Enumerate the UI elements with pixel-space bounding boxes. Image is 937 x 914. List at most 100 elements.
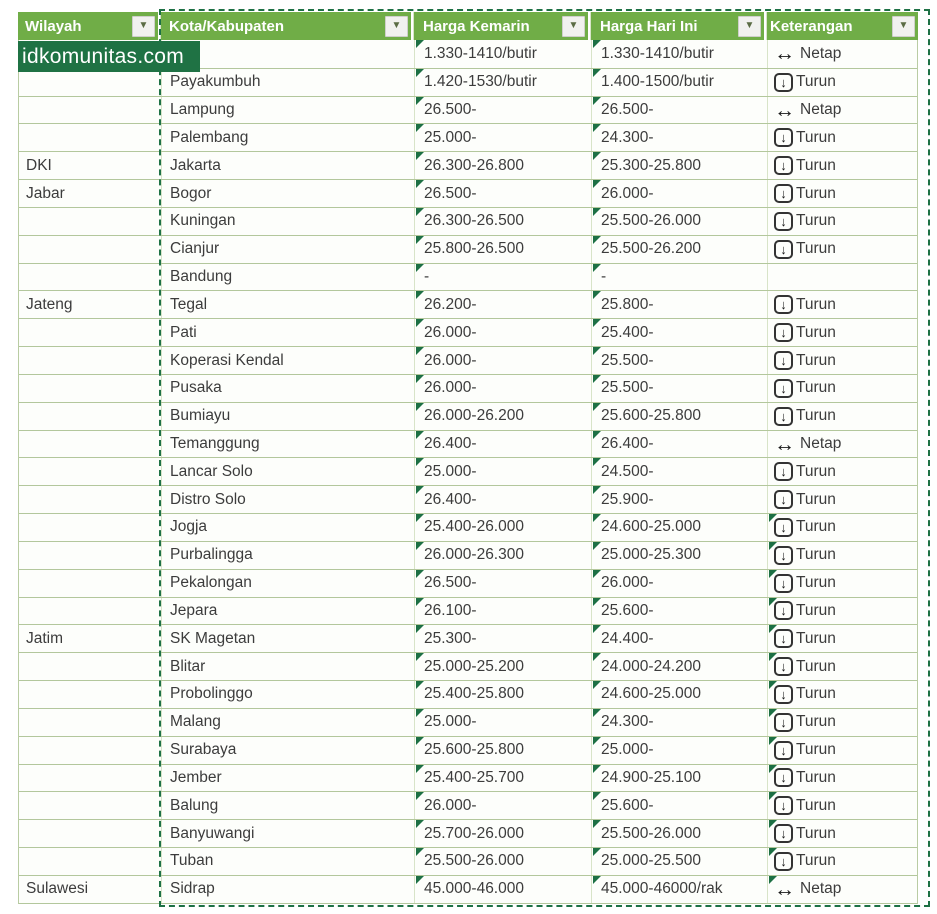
- cell-harga-kemarin[interactable]: 26.500-: [414, 96, 591, 124]
- cell-wilayah[interactable]: [19, 319, 161, 346]
- cell-harga-hari-ini[interactable]: 25.000-25.300: [591, 541, 767, 569]
- cell-harga-kemarin[interactable]: 25.400-26.000: [414, 514, 591, 541]
- cell-harga-hari-ini[interactable]: 25.500-26.200: [591, 235, 767, 263]
- cell-kota[interactable]: Payakumbuh: [161, 68, 414, 96]
- cell-kota[interactable]: Bogor: [161, 180, 414, 207]
- cell-wilayah[interactable]: [19, 653, 161, 680]
- cell-wilayah[interactable]: [19, 792, 161, 819]
- filter-dropdown-icon[interactable]: ▼: [562, 15, 585, 37]
- cell-harga-kemarin[interactable]: 25.700-26.000: [414, 820, 591, 848]
- cell-wilayah[interactable]: Sulawesi: [19, 876, 161, 903]
- cell-keterangan[interactable]: ↓ Turun: [767, 708, 917, 736]
- cell-harga-hari-ini[interactable]: 24.900-25.100: [591, 764, 767, 792]
- cell-kota[interactable]: Cianjur: [161, 235, 414, 263]
- cell-wilayah[interactable]: [19, 570, 161, 597]
- cell-wilayah[interactable]: Jatim: [19, 625, 161, 652]
- filter-dropdown-icon[interactable]: ▼: [132, 15, 155, 37]
- cell-kota[interactable]: Bumiayu: [161, 402, 414, 430]
- cell-kota[interactable]: Sidrap: [161, 875, 414, 903]
- cell-wilayah[interactable]: [19, 431, 161, 458]
- cell-keterangan[interactable]: ↓ Turun: [767, 541, 917, 569]
- cell-harga-hari-ini[interactable]: 25.600-25.800: [591, 402, 767, 430]
- cell-harga-hari-ini[interactable]: 25.800-: [591, 291, 767, 319]
- cell-keterangan[interactable]: ↓ Turun: [767, 569, 917, 597]
- cell-harga-hari-ini[interactable]: 25.300-25.800: [591, 152, 767, 180]
- cell-wilayah[interactable]: [19, 681, 161, 708]
- cell-kota[interactable]: Distro Solo: [161, 486, 414, 514]
- cell-keterangan[interactable]: ↓ Turun: [767, 653, 917, 681]
- cell-harga-kemarin[interactable]: 26.300-26.500: [414, 207, 591, 235]
- cell-harga-kemarin[interactable]: 25.500-26.000: [414, 848, 591, 875]
- cell-harga-hari-ini[interactable]: 1.400-1500/butir: [591, 68, 767, 96]
- cell-harga-kemarin[interactable]: 26.500-: [414, 569, 591, 597]
- cell-harga-kemarin[interactable]: 25.300-: [414, 625, 591, 653]
- cell-kota[interactable]: Surabaya: [161, 736, 414, 764]
- cell-keterangan[interactable]: ↔ Netap: [767, 96, 917, 124]
- cell-keterangan[interactable]: ↓ Turun: [767, 180, 917, 207]
- cell-keterangan[interactable]: ↓ Turun: [767, 792, 917, 820]
- cell-wilayah[interactable]: [19, 514, 161, 541]
- cell-harga-hari-ini[interactable]: 24.600-25.000: [591, 681, 767, 708]
- cell-kota[interactable]: Kuningan: [161, 207, 414, 235]
- cell-harga-kemarin[interactable]: 26.200-: [414, 291, 591, 319]
- cell-harga-hari-ini[interactable]: 25.000-: [591, 736, 767, 764]
- cell-wilayah[interactable]: DKI: [19, 152, 161, 179]
- cell-keterangan[interactable]: ↓ Turun: [767, 820, 917, 848]
- cell-harga-kemarin[interactable]: 26.000-26.300: [414, 541, 591, 569]
- cell-wilayah[interactable]: [19, 820, 161, 847]
- cell-kota[interactable]: Purbalingga: [161, 541, 414, 569]
- cell-harga-kemarin[interactable]: 1.330-1410/butir: [414, 40, 591, 68]
- cell-keterangan[interactable]: ↓ Turun: [767, 848, 917, 875]
- cell-harga-kemarin[interactable]: 25.000-: [414, 458, 591, 486]
- cell-keterangan[interactable]: ↓ Turun: [767, 736, 917, 764]
- cell-harga-hari-ini[interactable]: 24.500-: [591, 458, 767, 486]
- cell-harga-hari-ini[interactable]: 25.400-: [591, 319, 767, 347]
- cell-harga-hari-ini[interactable]: 25.900-: [591, 486, 767, 514]
- cell-kota[interactable]: Tuban: [161, 848, 414, 875]
- cell-harga-hari-ini[interactable]: 26.000-: [591, 180, 767, 207]
- cell-keterangan[interactable]: ↓ Turun: [767, 681, 917, 708]
- cell-keterangan[interactable]: ↓ Turun: [767, 374, 917, 402]
- cell-harga-kemarin[interactable]: 25.600-25.800: [414, 736, 591, 764]
- cell-kota[interactable]: SK Magetan: [161, 625, 414, 653]
- cell-harga-kemarin[interactable]: 26.300-26.800: [414, 152, 591, 180]
- cell-harga-hari-ini[interactable]: 26.400-: [591, 430, 767, 458]
- cell-harga-kemarin[interactable]: 26.100-: [414, 597, 591, 625]
- cell-harga-kemarin[interactable]: 25.800-26.500: [414, 235, 591, 263]
- cell-keterangan[interactable]: ↔ Netap: [767, 40, 917, 68]
- cell-harga-kemarin[interactable]: 25.000-25.200: [414, 653, 591, 681]
- cell-harga-hari-ini[interactable]: 25.600-: [591, 597, 767, 625]
- cell-kota[interactable]: Lampung: [161, 96, 414, 124]
- filter-dropdown-icon[interactable]: ▼: [738, 15, 761, 37]
- cell-harga-hari-ini[interactable]: 25.500-: [591, 374, 767, 402]
- cell-kota[interactable]: Malang: [161, 708, 414, 736]
- cell-kota[interactable]: Palembang: [161, 124, 414, 152]
- cell-harga-hari-ini[interactable]: 25.500-26.000: [591, 207, 767, 235]
- cell-kota[interactable]: Balung: [161, 792, 414, 820]
- cell-harga-kemarin[interactable]: 26.000-: [414, 374, 591, 402]
- cell-keterangan[interactable]: ↓ Turun: [767, 597, 917, 625]
- cell-harga-kemarin[interactable]: 26.400-: [414, 430, 591, 458]
- cell-kota[interactable]: Pusaka: [161, 374, 414, 402]
- cell-harga-kemarin[interactable]: 25.400-25.800: [414, 681, 591, 708]
- cell-harga-kemarin[interactable]: 26.000-26.200: [414, 402, 591, 430]
- cell-wilayah[interactable]: [19, 458, 161, 485]
- cell-kota[interactable]: Jakarta: [161, 152, 414, 180]
- cell-harga-kemarin[interactable]: 26.000-: [414, 792, 591, 820]
- cell-harga-hari-ini[interactable]: 24.400-: [591, 625, 767, 653]
- filter-dropdown-icon[interactable]: ▼: [892, 15, 915, 37]
- cell-wilayah[interactable]: [19, 598, 161, 625]
- cell-harga-hari-ini[interactable]: 1.330-1410/butir: [591, 40, 767, 68]
- cell-wilayah[interactable]: [19, 542, 161, 569]
- cell-harga-hari-ini[interactable]: -: [591, 263, 767, 291]
- cell-harga-hari-ini[interactable]: 24.300-: [591, 708, 767, 736]
- cell-harga-hari-ini[interactable]: 24.000-24.200: [591, 653, 767, 681]
- cell-keterangan[interactable]: [767, 263, 917, 291]
- cell-harga-kemarin[interactable]: 26.500-: [414, 180, 591, 207]
- cell-harga-kemarin[interactable]: 26.000-: [414, 347, 591, 374]
- cell-wilayah[interactable]: [19, 208, 161, 235]
- cell-kota[interactable]: Koperasi Kendal: [161, 347, 414, 374]
- cell-wilayah[interactable]: [19, 737, 161, 764]
- cell-wilayah[interactable]: [19, 765, 161, 792]
- cell-keterangan[interactable]: ↔ Netap: [767, 430, 917, 458]
